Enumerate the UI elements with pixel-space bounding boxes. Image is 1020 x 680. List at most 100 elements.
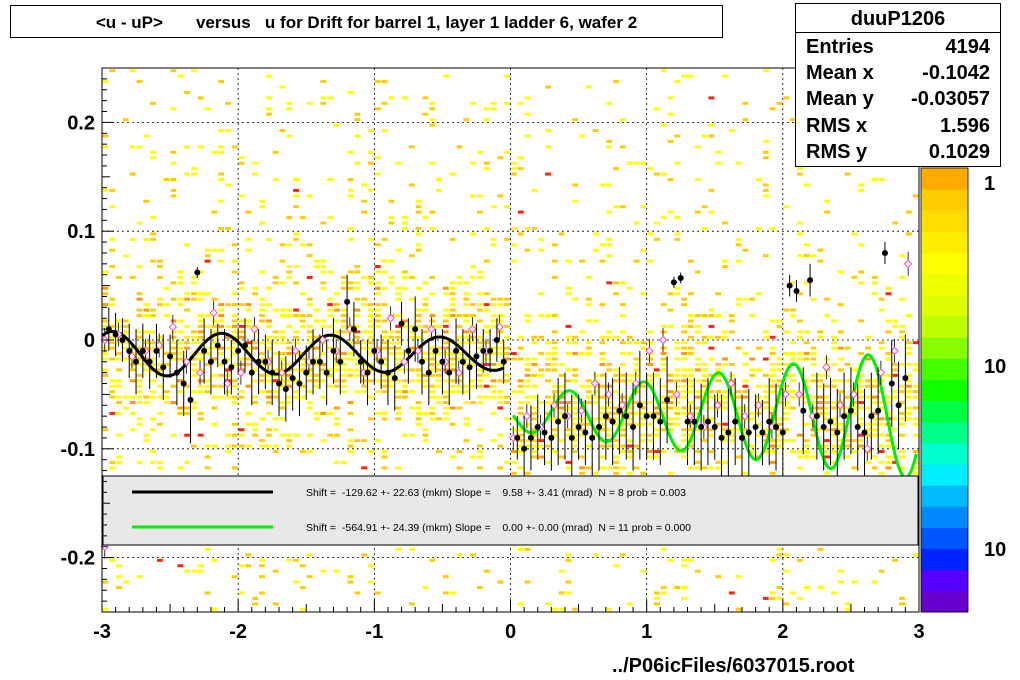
histogram-cell — [899, 330, 905, 334]
histogram-cell — [899, 455, 905, 459]
histogram-cell — [762, 401, 769, 405]
histogram-cell — [626, 444, 633, 448]
histogram-cell — [790, 395, 796, 399]
histogram-cell — [197, 319, 204, 323]
histogram-cell — [150, 357, 156, 361]
histogram-cell — [885, 330, 892, 334]
data-point — [412, 326, 419, 333]
histogram-cell — [395, 286, 402, 290]
histogram-cell — [116, 395, 122, 399]
histogram-cell — [143, 368, 150, 372]
histogram-cell — [449, 390, 456, 394]
histogram-cell — [878, 417, 885, 421]
histogram-cell — [231, 145, 238, 149]
histogram-cell — [701, 379, 708, 383]
histogram-cell — [722, 265, 728, 269]
histogram-cell — [408, 330, 415, 334]
histogram-cell — [211, 297, 218, 301]
histogram-cell — [170, 346, 177, 350]
histogram-cell — [483, 292, 490, 296]
histogram-cell — [885, 292, 892, 296]
x-tick-label: -3 — [93, 621, 111, 643]
histogram-cell — [762, 254, 769, 258]
histogram-cell — [504, 352, 510, 356]
histogram-cell — [476, 335, 483, 339]
histogram-cell — [619, 395, 626, 399]
histogram-cell — [742, 352, 749, 356]
stats-value: 0.1029 — [928, 141, 990, 163]
histogram-cell — [796, 292, 803, 296]
histogram-cell — [463, 401, 470, 405]
histogram-cell — [585, 466, 592, 470]
histogram-cell — [647, 373, 653, 377]
histogram-cell — [136, 346, 143, 350]
histogram-cell — [313, 411, 320, 415]
histogram-cell — [865, 379, 871, 383]
histogram-cell — [844, 411, 851, 415]
histogram-cell — [756, 433, 762, 437]
histogram-cell — [613, 167, 619, 171]
histogram-cell — [851, 439, 858, 443]
histogram-cell — [511, 161, 517, 165]
data-point — [807, 277, 814, 284]
histogram-cell — [824, 373, 830, 377]
histogram-cell — [824, 439, 830, 443]
histogram-cell — [871, 417, 878, 421]
histogram-cell — [837, 439, 844, 443]
data-point — [262, 358, 269, 365]
histogram-cell — [191, 335, 197, 339]
histogram-cell — [129, 145, 136, 149]
histogram-cell — [368, 346, 374, 350]
histogram-cell — [490, 390, 497, 394]
histogram-cell — [272, 352, 279, 356]
histogram-cell — [694, 362, 701, 366]
histogram-cell — [688, 373, 694, 377]
histogram-cell — [109, 384, 116, 388]
histogram-cell — [143, 362, 150, 366]
histogram-cell — [299, 450, 306, 453]
histogram-cell — [579, 455, 585, 459]
histogram-cell — [177, 74, 184, 78]
histogram-cell — [333, 357, 340, 361]
histogram-cell — [191, 362, 197, 366]
histogram-cell — [156, 335, 163, 339]
histogram-cell — [551, 433, 558, 437]
histogram-cell — [504, 335, 510, 339]
data-point — [405, 347, 412, 354]
histogram-cell — [476, 319, 483, 323]
histogram-cell — [347, 575, 354, 579]
histogram-cell — [272, 178, 279, 181]
histogram-cell — [150, 362, 156, 366]
histogram-cell — [197, 314, 204, 317]
histogram-cell — [347, 341, 354, 345]
data-point — [330, 347, 337, 354]
histogram-cell — [558, 455, 565, 459]
histogram-cell — [858, 270, 865, 274]
histogram-cell — [436, 384, 442, 388]
histogram-cell — [626, 406, 633, 410]
histogram-cell — [245, 319, 252, 323]
histogram-cell — [436, 373, 442, 377]
histogram-cell — [388, 199, 395, 203]
histogram-cell — [415, 406, 422, 410]
histogram-cell — [640, 346, 647, 350]
histogram-cell — [136, 401, 143, 405]
histogram-cell — [408, 254, 415, 258]
histogram-cell — [912, 406, 919, 410]
histogram-cell — [660, 172, 667, 176]
histogram-cell — [892, 395, 899, 399]
histogram-cell — [551, 259, 558, 263]
histogram-cell — [265, 112, 272, 116]
histogram-cell — [150, 450, 156, 453]
histogram-cell — [660, 395, 667, 399]
histogram-cell — [490, 314, 497, 317]
open-marker — [400, 357, 409, 366]
data-point — [276, 380, 283, 387]
histogram-cell — [381, 417, 388, 421]
histogram-cell — [340, 460, 347, 464]
histogram-cell — [619, 314, 626, 317]
histogram-cell — [722, 460, 728, 464]
histogram-cell — [327, 96, 333, 100]
histogram-cell — [374, 281, 381, 285]
histogram-cell — [340, 308, 347, 312]
